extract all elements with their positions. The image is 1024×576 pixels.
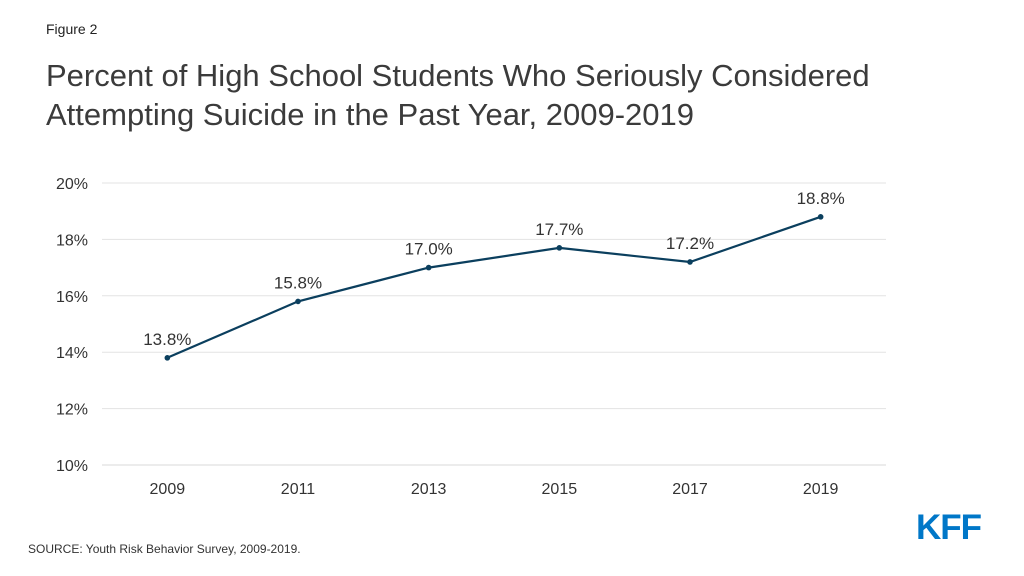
x-tick-label: 2013 xyxy=(411,481,447,498)
svg-text:KFF: KFF xyxy=(916,509,982,545)
y-tick-label: 18% xyxy=(56,232,88,249)
data-label: 17.0% xyxy=(405,240,453,259)
data-label: 13.8% xyxy=(143,330,191,349)
y-tick-label: 14% xyxy=(56,345,88,362)
series-line xyxy=(166,215,822,359)
data-label: 15.8% xyxy=(274,273,322,292)
data-point xyxy=(687,259,693,265)
data-point xyxy=(425,264,432,271)
data-point xyxy=(164,355,171,361)
data-labels: 13.8% 15.8% 17.0% 17.7% 17.2% 18.8% xyxy=(143,189,845,349)
y-tick-label: 10% xyxy=(56,458,88,475)
data-label: 18.8% xyxy=(797,189,845,208)
data-points xyxy=(164,214,824,361)
y-tick-label: 20% xyxy=(56,176,88,193)
data-point xyxy=(556,245,563,251)
y-tick-label: 16% xyxy=(56,289,88,306)
data-label: 17.7% xyxy=(535,220,583,239)
x-tick-label: 2019 xyxy=(803,481,839,498)
x-tick-label: 2017 xyxy=(672,481,708,498)
y-axis-tick-labels: 10% 12% 14% 16% 18% 20% xyxy=(56,176,88,475)
x-tick-label: 2011 xyxy=(281,481,316,498)
kff-logo: KFF xyxy=(916,509,983,545)
gridlines xyxy=(102,182,886,466)
x-tick-label: 2009 xyxy=(150,481,186,498)
data-point xyxy=(817,214,824,220)
x-axis-tick-labels: 2009 2011 2013 2015 2017 2019 xyxy=(150,481,839,498)
figure-label: Figure 2 xyxy=(46,21,98,37)
source-note: SOURCE: Youth Risk Behavior Survey, 2009… xyxy=(28,542,301,556)
series-line-group xyxy=(166,215,822,359)
data-label: 17.2% xyxy=(666,234,714,253)
data-point xyxy=(295,298,301,305)
chart-title: Percent of High School Students Who Seri… xyxy=(46,58,870,132)
y-tick-label: 12% xyxy=(56,402,88,419)
x-tick-label: 2015 xyxy=(542,481,578,498)
